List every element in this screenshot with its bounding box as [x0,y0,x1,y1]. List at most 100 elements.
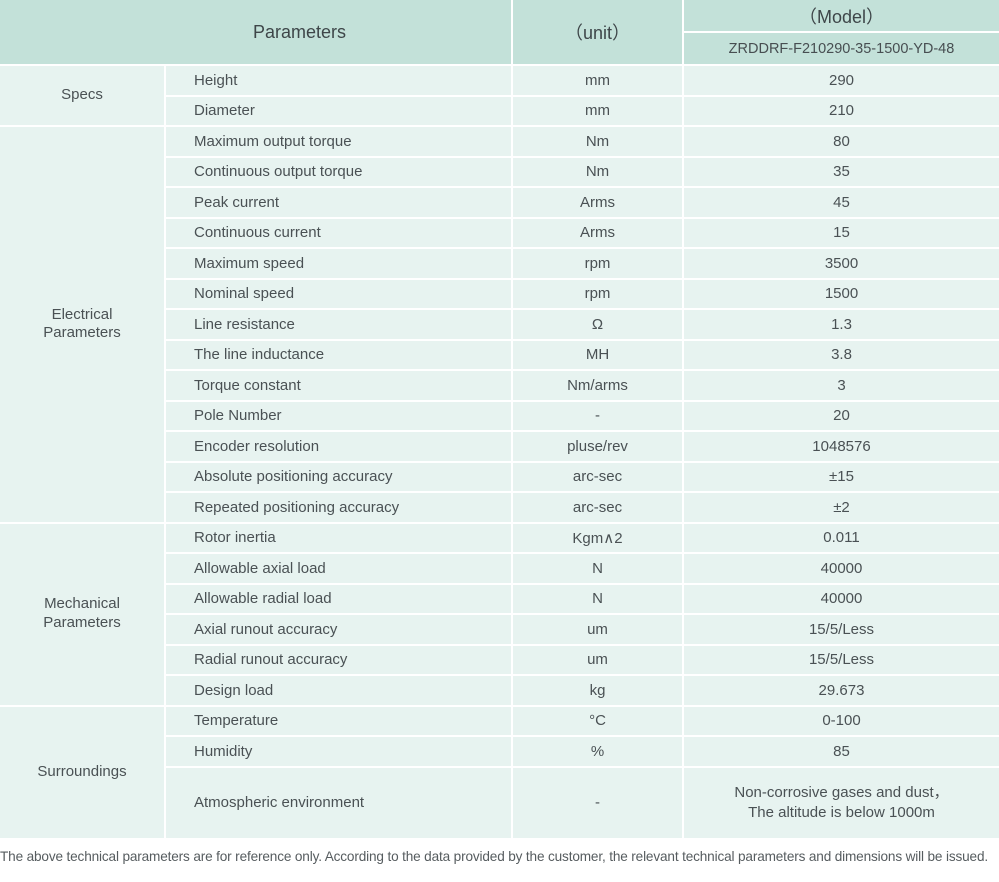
param-cell: The line inductance [166,340,513,369]
value-cell: 40000 [684,554,999,583]
group-label: Mechanical Parameters [0,523,166,707]
unit-cell: arc-sec [513,462,684,491]
unit-cell: Ω [513,310,684,339]
unit-cell: Kgm∧2 [513,523,684,552]
group-electrical-parameters: Electrical Parameters Maximum output torq… [0,127,999,524]
unit-cell: - [513,767,684,838]
table-row: Continuous current Arms 15 [166,218,999,249]
table-row: Diameter mm 210 [166,96,999,127]
table-row: Allowable axial load N 40000 [166,554,999,585]
value-cell: 1048576 [684,432,999,461]
unit-cell: Arms [513,218,684,247]
table-row: Maximum output torque Nm 80 [166,127,999,158]
group-rows: Maximum output torque Nm 80 Continuous outp… [166,127,999,524]
param-cell: Rotor inertia [166,523,513,552]
table-row: Design load kg 29.673 [166,676,999,707]
unit-cell: kg [513,676,684,705]
param-cell: Torque constant [166,371,513,400]
unit-cell: % [513,737,684,766]
value-cell: 3.8 [684,340,999,369]
value-cell: 20 [684,401,999,430]
param-cell: Radial runout accuracy [166,645,513,674]
unit-cell: um [513,645,684,674]
param-cell: Maximum output torque [166,127,513,156]
value-cell: 35 [684,157,999,186]
table-row: Height mm 290 [166,66,999,97]
unit-cell: Nm [513,157,684,186]
table-row: Repeated positioning accuracy arc-sec ±2 [166,493,999,524]
param-cell: Repeated positioning accuracy [166,493,513,522]
header-parameters: Parameters [0,0,513,64]
table-row: Absolute positioning accuracy arc-sec ±15 [166,462,999,493]
value-cell: 1500 [684,279,999,308]
table-row: The line inductance MH 3.8 [166,340,999,371]
table-row: Pole Number -20 [166,401,999,432]
table-row: Radial runout accuracy um 15/5/Less [166,645,999,676]
value-cell: 85 [684,737,999,766]
unit-cell: rpm [513,249,684,278]
table-row: Rotor inertia Kgm∧2 0.011 [166,523,999,554]
table-row: Allowable radial load N 40000 [166,584,999,615]
group-label-text: Surroundings [37,762,127,780]
table-row: Maximum speed rpm 3500 [166,249,999,280]
group-label: Surroundings [0,706,166,840]
value-cell: 3 [684,371,999,400]
table-row: Encoder resolution pluse/rev 1048576 [166,432,999,463]
unit-cell: Nm/arms [513,371,684,400]
param-cell: Humidity [166,737,513,766]
table-row: Humidity% 85 [166,737,999,768]
unit-cell: um [513,615,684,644]
unit-cell: - [513,401,684,430]
value-cell: 80 [684,127,999,156]
table-row: Line resistance Ω 1.3 [166,310,999,341]
group-label: Electrical Parameters [0,127,166,524]
param-cell: Diameter [166,96,513,125]
table-row: Continuous output torque Nm 35 [166,157,999,188]
param-cell: Continuous current [166,218,513,247]
value-cell: 15 [684,218,999,247]
header-unit: （unit） [513,0,684,64]
parameters-table: Parameters （unit） （Model） ZRDDRF-F210290… [0,0,999,840]
header-model-label: （Model） [684,0,999,33]
table-row: Axial runout accuracy um 15/5/Less [166,615,999,646]
group-label-text: Mechanical Parameters [43,595,121,631]
unit-cell: mm [513,96,684,125]
table-row: Nominal speed rpm 1500 [166,279,999,310]
unit-cell: rpm [513,279,684,308]
param-cell: Atmospheric environment [166,767,513,838]
param-cell: Encoder resolution [166,432,513,461]
table-row: Temperature °C 0-100 [166,706,999,737]
param-cell: Peak current [166,188,513,217]
value-cell: 1.3 [684,310,999,339]
group-surroundings: Surroundings Temperature °C 0-100 Humidity% 8… [0,706,999,840]
param-cell: Temperature [166,706,513,735]
value-cell: 15/5/Less [684,645,999,674]
group-specs: Specs Height mm 290 Diameter mm 210 [0,66,999,127]
param-cell: Pole Number [166,401,513,430]
unit-cell: Nm [513,127,684,156]
param-cell: Absolute positioning accuracy [166,462,513,491]
param-cell: Line resistance [166,310,513,339]
unit-cell: arc-sec [513,493,684,522]
header-model-value: ZRDDRF-F210290-35-1500-YD-48 [684,33,999,64]
param-cell: Design load [166,676,513,705]
param-cell: Continuous output torque [166,157,513,186]
group-label: Specs [0,66,166,127]
table-row: Torque constant Nm/arms 3 [166,371,999,402]
header-model-column: （Model） ZRDDRF-F210290-35-1500-YD-48 [684,0,999,64]
group-rows: Temperature °C 0-100 Humidity% 85 Atmospheric… [166,706,999,840]
group-mechanical-parameters: Mechanical Parameters Rotor inertia Kgm∧2 0… [0,523,999,707]
value-cell: 29.673 [684,676,999,705]
value-cell: ±15 [684,462,999,491]
value-cell: 290 [684,66,999,95]
value-cell: ±2 [684,493,999,522]
table-row: Atmospheric environment - Non-corrosive ga… [166,767,999,840]
unit-cell: pluse/rev [513,432,684,461]
group-label-text: Specs [61,86,103,104]
unit-cell: MH [513,340,684,369]
value-cell: 15/5/Less [684,615,999,644]
unit-cell: N [513,584,684,613]
param-cell: Allowable radial load [166,584,513,613]
value-cell: Non-corrosive gases and dust， The altitu… [684,767,999,838]
